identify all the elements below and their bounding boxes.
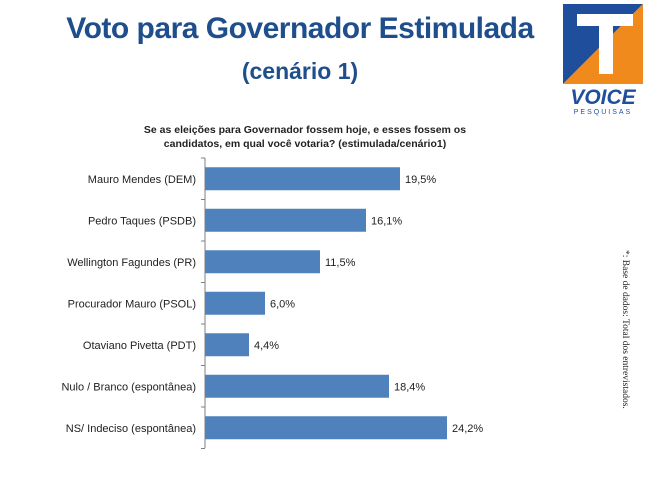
question-line-1: Se as eleições para Governador fossem ho… [143, 124, 467, 136]
question-line-2: candidatos, em qual você votaria? (estim… [163, 138, 447, 150]
bar [205, 167, 400, 191]
logo-brand-text: VOICE [570, 86, 636, 109]
category-label: Nulo / Branco (espontânea) [61, 381, 196, 393]
data-label: 6,0% [270, 298, 295, 310]
chart-subtitle: (cenário 1) [241, 58, 359, 84]
data-label: 19,5% [405, 174, 436, 186]
category-label: Procurador Mauro (PSOL) [68, 298, 196, 310]
bar [205, 416, 447, 440]
category-label: NS/ Indeciso (espontânea) [66, 423, 196, 435]
category-label: Otaviano Pivetta (PDT) [83, 340, 196, 352]
bar [205, 250, 320, 274]
bar [205, 291, 265, 315]
survey-question: Se as eleições para Governador fossem ho… [110, 123, 500, 151]
category-label: Pedro Taques (PSDB) [88, 215, 196, 227]
chart-title: Voto para Governador Estimulada [66, 12, 534, 45]
category-label: Wellington Fagundes (PR) [67, 257, 196, 269]
data-label: 11,5% [325, 257, 356, 269]
bar [205, 333, 249, 357]
footnote: *: Base de dados: Total dos entrevistado… [620, 250, 630, 409]
data-label: 18,4% [394, 381, 425, 393]
data-label: 24,2% [452, 423, 483, 435]
data-label: 4,4% [254, 340, 279, 352]
voice-logo: VOICE PESQUISAS [563, 4, 643, 116]
bar [205, 208, 366, 232]
category-label: Mauro Mendes (DEM) [88, 174, 196, 186]
voice-logo-mark: VOICE PESQUISAS [563, 4, 643, 116]
data-label: 16,1% [371, 215, 402, 227]
bars-group: Mauro Mendes (DEM) 19,5% Pedro Taques (PSD… [61, 157, 483, 449]
bar [205, 374, 389, 398]
logo-tagline-text: PESQUISAS [574, 109, 632, 116]
